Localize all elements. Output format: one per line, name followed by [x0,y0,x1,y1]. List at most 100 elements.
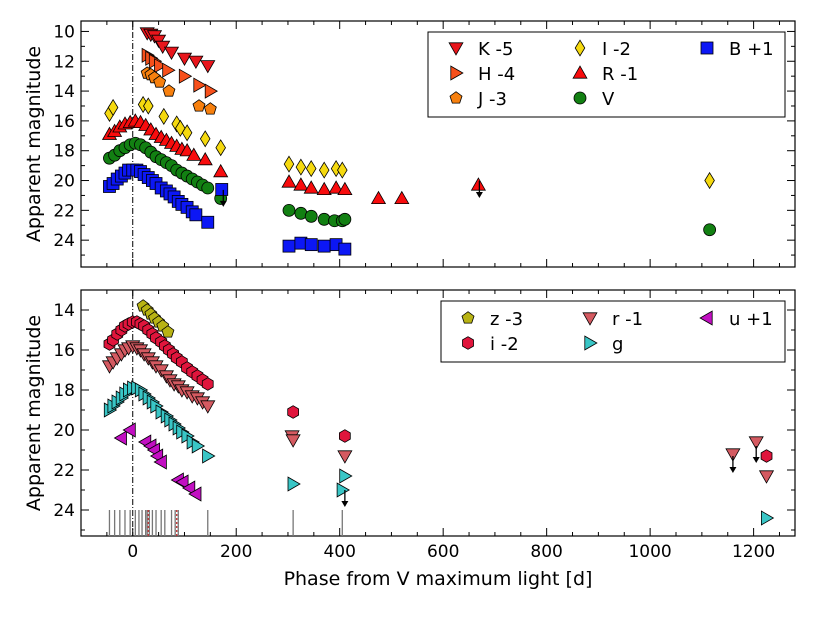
data-point [317,239,331,253]
data-point [339,468,353,484]
y-tick-label: 24 [53,231,75,251]
legend-top-box [427,31,786,118]
x-tick-label: 600 [427,542,459,562]
y-tick-label: 16 [53,112,75,132]
legend-item: B +1 [700,39,774,60]
data-point [179,142,195,157]
data-point [201,181,215,195]
upper-limit-arrow [475,180,483,198]
data-point [287,476,301,492]
x-tick-label: 800 [530,542,562,562]
data-point [295,158,307,176]
legend-label: i -2 [490,334,519,355]
data-point [153,454,167,470]
data-point [337,181,353,196]
legend-label: z -3 [490,309,523,330]
legend-bottom-box [440,300,786,363]
series-h [141,47,219,99]
data-point [143,97,154,115]
panel-top-frame [80,20,796,268]
x-axis-label: Phase from V maximum light [d] [284,568,593,590]
legend-marker [572,65,588,79]
legend-bottom: z -3 i -2 r -1 g u +1 [440,300,786,363]
data-point [303,180,319,194]
data-point [188,486,202,502]
panel-bottom-frame [80,289,796,537]
series-g [103,380,775,526]
data-point [181,480,196,496]
data-point [281,174,297,188]
data-point [113,430,127,446]
y-tick-label: 20 [53,421,75,441]
legend-item: H -4 [450,64,515,85]
x-tick-label: 400 [323,542,355,562]
data-point [213,163,229,178]
series-i [104,95,715,190]
data-point [725,448,741,462]
data-point [316,181,332,196]
data-point [318,161,330,179]
data-point [201,215,215,229]
data-point [178,68,193,84]
data-point [304,209,318,223]
data-point [186,147,202,161]
data-point [199,130,211,148]
data-point [328,180,344,194]
legend-item: u +1 [699,309,773,330]
data-point [761,510,775,526]
series-i [103,315,773,463]
data-point [193,77,207,93]
legend-marker [700,41,714,55]
data-point [758,470,775,484]
x-tick-label: 1200 [732,542,775,562]
legend-marker [574,39,586,57]
upper-limit-head [219,200,227,207]
upper-limit-arrow [729,456,737,473]
upper-limit-head [729,467,737,473]
upper-limit-arrow [341,490,349,507]
data-point [203,102,217,115]
legend-item: I -2 [574,39,631,60]
data-point [204,83,219,99]
panel-bottom-marks [101,299,775,526]
data-point [181,124,193,142]
data-point [370,190,387,205]
legend-marker [448,42,464,56]
upper-limit-head [475,191,483,198]
panel-bottom: 14 16 18 20 22 24 Apparent magnitude z -3 i -2… [23,289,796,537]
panel-top-ticks: 10 12 14 16 18 20 22 24 [53,21,795,267]
y-tick-label: 10 [53,22,75,42]
data-point [175,474,189,490]
legend-top: K -5 H -4 J -3 I -2 R -1 V B +1 [427,31,786,118]
legend-item: K -5 [448,39,513,60]
legend-marker [461,311,475,324]
series-r [101,113,486,205]
legend-item: g [584,334,623,355]
data-point [337,161,348,179]
data-point [338,242,352,256]
data-point [305,160,317,178]
data-point [197,151,213,166]
data-point [200,400,216,414]
series-b [103,163,352,256]
x-tick-label: 1000 [628,542,671,562]
data-point [192,99,206,112]
legend-label: g [612,334,623,355]
series-v [103,136,717,237]
legend-label: u +1 [729,309,773,330]
y-tick-label: 20 [53,172,75,192]
series-z [136,299,175,338]
legend-label: H -4 [478,64,515,85]
legend-item: i -2 [462,334,519,355]
series-r [101,340,775,484]
data-point [293,177,309,191]
y-tick-label: 14 [53,82,75,102]
legend-item: J -3 [449,89,507,110]
x-tick-label: 200 [220,542,252,562]
y-tick-label: 14 [53,301,75,321]
y-tick-label: 24 [53,501,75,521]
data-point [394,190,410,205]
legend-item: R -1 [572,64,638,85]
panel-top-marks [101,27,717,256]
data-point [154,58,168,74]
